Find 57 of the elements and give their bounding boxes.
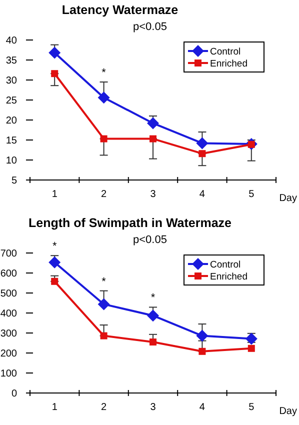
point xyxy=(98,92,110,104)
y-tick-label: 15 xyxy=(6,136,18,146)
y-tick-label: 500 xyxy=(0,288,18,300)
point xyxy=(100,332,108,340)
y-tick-label: 5 xyxy=(11,176,18,186)
chart-subtitle: p<0.05 xyxy=(133,21,167,33)
y-tick-label: 600 xyxy=(0,268,18,280)
legend-label: Control xyxy=(210,46,241,58)
x-tick-label: 1 xyxy=(52,402,58,413)
y-tick-label: 0 xyxy=(11,388,18,400)
x-axis-title: Day xyxy=(279,406,297,417)
x-tick-label: 5 xyxy=(248,189,255,200)
chart-title: Length of Swimpath in Watermaze xyxy=(28,216,232,230)
x-tick-label: 3 xyxy=(150,402,156,413)
point xyxy=(48,46,61,59)
point xyxy=(147,310,159,322)
y-tick-label: 700 xyxy=(0,248,18,260)
point xyxy=(196,330,208,342)
point xyxy=(196,137,208,150)
y-tick-label: 100 xyxy=(0,368,18,380)
x-tick-label: 2 xyxy=(101,402,108,413)
y-tick-label: 400 xyxy=(0,308,18,320)
annotation: * xyxy=(102,276,107,288)
legend-label: Control xyxy=(210,260,241,270)
chart-title: Latency Watermaze xyxy=(62,3,178,17)
point xyxy=(98,298,110,310)
point xyxy=(147,117,159,130)
point xyxy=(51,70,58,78)
point xyxy=(100,135,108,142)
y-tick-label: 200 xyxy=(0,348,18,360)
x-tick-label: 3 xyxy=(150,189,156,200)
point xyxy=(150,338,156,346)
y-tick-label: 300 xyxy=(0,328,18,340)
y-tick-label: 40 xyxy=(6,36,18,46)
annotation: * xyxy=(150,292,156,304)
point xyxy=(48,256,61,268)
y-tick-label: 35 xyxy=(6,56,18,66)
legend-label: Enriched xyxy=(210,58,248,70)
point xyxy=(150,135,156,142)
point xyxy=(248,344,255,352)
annotation: * xyxy=(102,67,107,79)
x-tick-label: 2 xyxy=(101,189,108,200)
y-tick-label: 10 xyxy=(6,156,18,166)
y-tick-label: 25 xyxy=(6,96,18,106)
chart-subtitle: p<0.05 xyxy=(133,234,167,246)
point xyxy=(198,150,206,158)
annotation: * xyxy=(52,240,58,253)
x-tick-label: 4 xyxy=(199,189,206,200)
point xyxy=(51,278,58,285)
legend-label: Enriched xyxy=(210,272,248,282)
y-tick-label: 20 xyxy=(6,116,18,126)
point xyxy=(198,348,206,355)
x-tick-label: 5 xyxy=(248,402,255,413)
x-axis-title: Day xyxy=(279,193,297,204)
y-tick-label: 30 xyxy=(6,76,18,86)
x-tick-label: 1 xyxy=(52,189,58,200)
x-tick-label: 4 xyxy=(199,402,206,413)
